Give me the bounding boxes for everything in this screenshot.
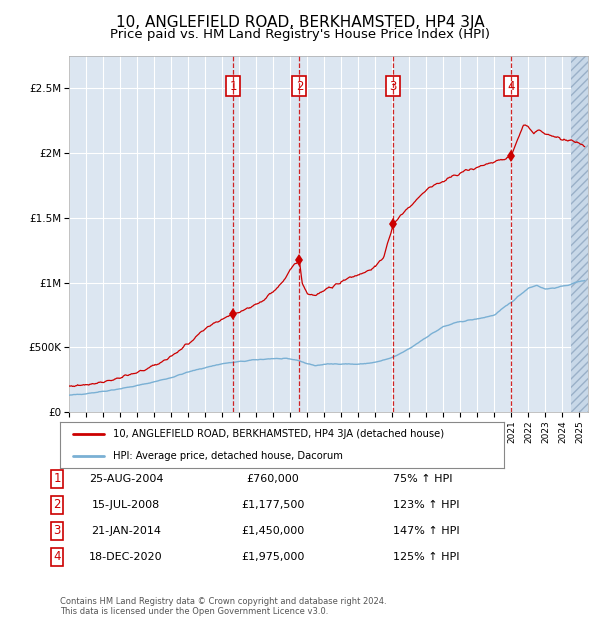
- Text: 4: 4: [507, 79, 514, 92]
- Text: 4: 4: [53, 551, 61, 563]
- Text: 15-JUL-2008: 15-JUL-2008: [92, 500, 160, 510]
- Text: 3: 3: [53, 525, 61, 537]
- Text: 123% ↑ HPI: 123% ↑ HPI: [393, 500, 460, 510]
- Text: Contains HM Land Registry data © Crown copyright and database right 2024.: Contains HM Land Registry data © Crown c…: [60, 597, 386, 606]
- Text: 2: 2: [53, 498, 61, 511]
- Text: 21-JAN-2014: 21-JAN-2014: [91, 526, 161, 536]
- Text: £760,000: £760,000: [247, 474, 299, 484]
- Bar: [571, 56, 588, 412]
- Text: Price paid vs. HM Land Registry's House Price Index (HPI): Price paid vs. HM Land Registry's House …: [110, 28, 490, 41]
- Text: This data is licensed under the Open Government Licence v3.0.: This data is licensed under the Open Gov…: [60, 607, 328, 616]
- Text: 25-AUG-2004: 25-AUG-2004: [89, 474, 163, 484]
- Text: 125% ↑ HPI: 125% ↑ HPI: [393, 552, 460, 562]
- Text: 18-DEC-2020: 18-DEC-2020: [89, 552, 163, 562]
- Text: 3: 3: [389, 79, 397, 92]
- Text: 10, ANGLEFIELD ROAD, BERKHAMSTED, HP4 3JA: 10, ANGLEFIELD ROAD, BERKHAMSTED, HP4 3J…: [116, 16, 484, 30]
- Text: 147% ↑ HPI: 147% ↑ HPI: [393, 526, 460, 536]
- Text: HPI: Average price, detached house, Dacorum: HPI: Average price, detached house, Daco…: [113, 451, 343, 461]
- Text: 1: 1: [53, 472, 61, 485]
- Text: 2: 2: [296, 79, 303, 92]
- Text: £1,177,500: £1,177,500: [241, 500, 305, 510]
- Text: £1,975,000: £1,975,000: [241, 552, 305, 562]
- Text: 10, ANGLEFIELD ROAD, BERKHAMSTED, HP4 3JA (detached house): 10, ANGLEFIELD ROAD, BERKHAMSTED, HP4 3J…: [113, 429, 445, 439]
- Text: £1,450,000: £1,450,000: [241, 526, 305, 536]
- Text: 1: 1: [229, 79, 237, 92]
- Text: 75% ↑ HPI: 75% ↑ HPI: [393, 474, 452, 484]
